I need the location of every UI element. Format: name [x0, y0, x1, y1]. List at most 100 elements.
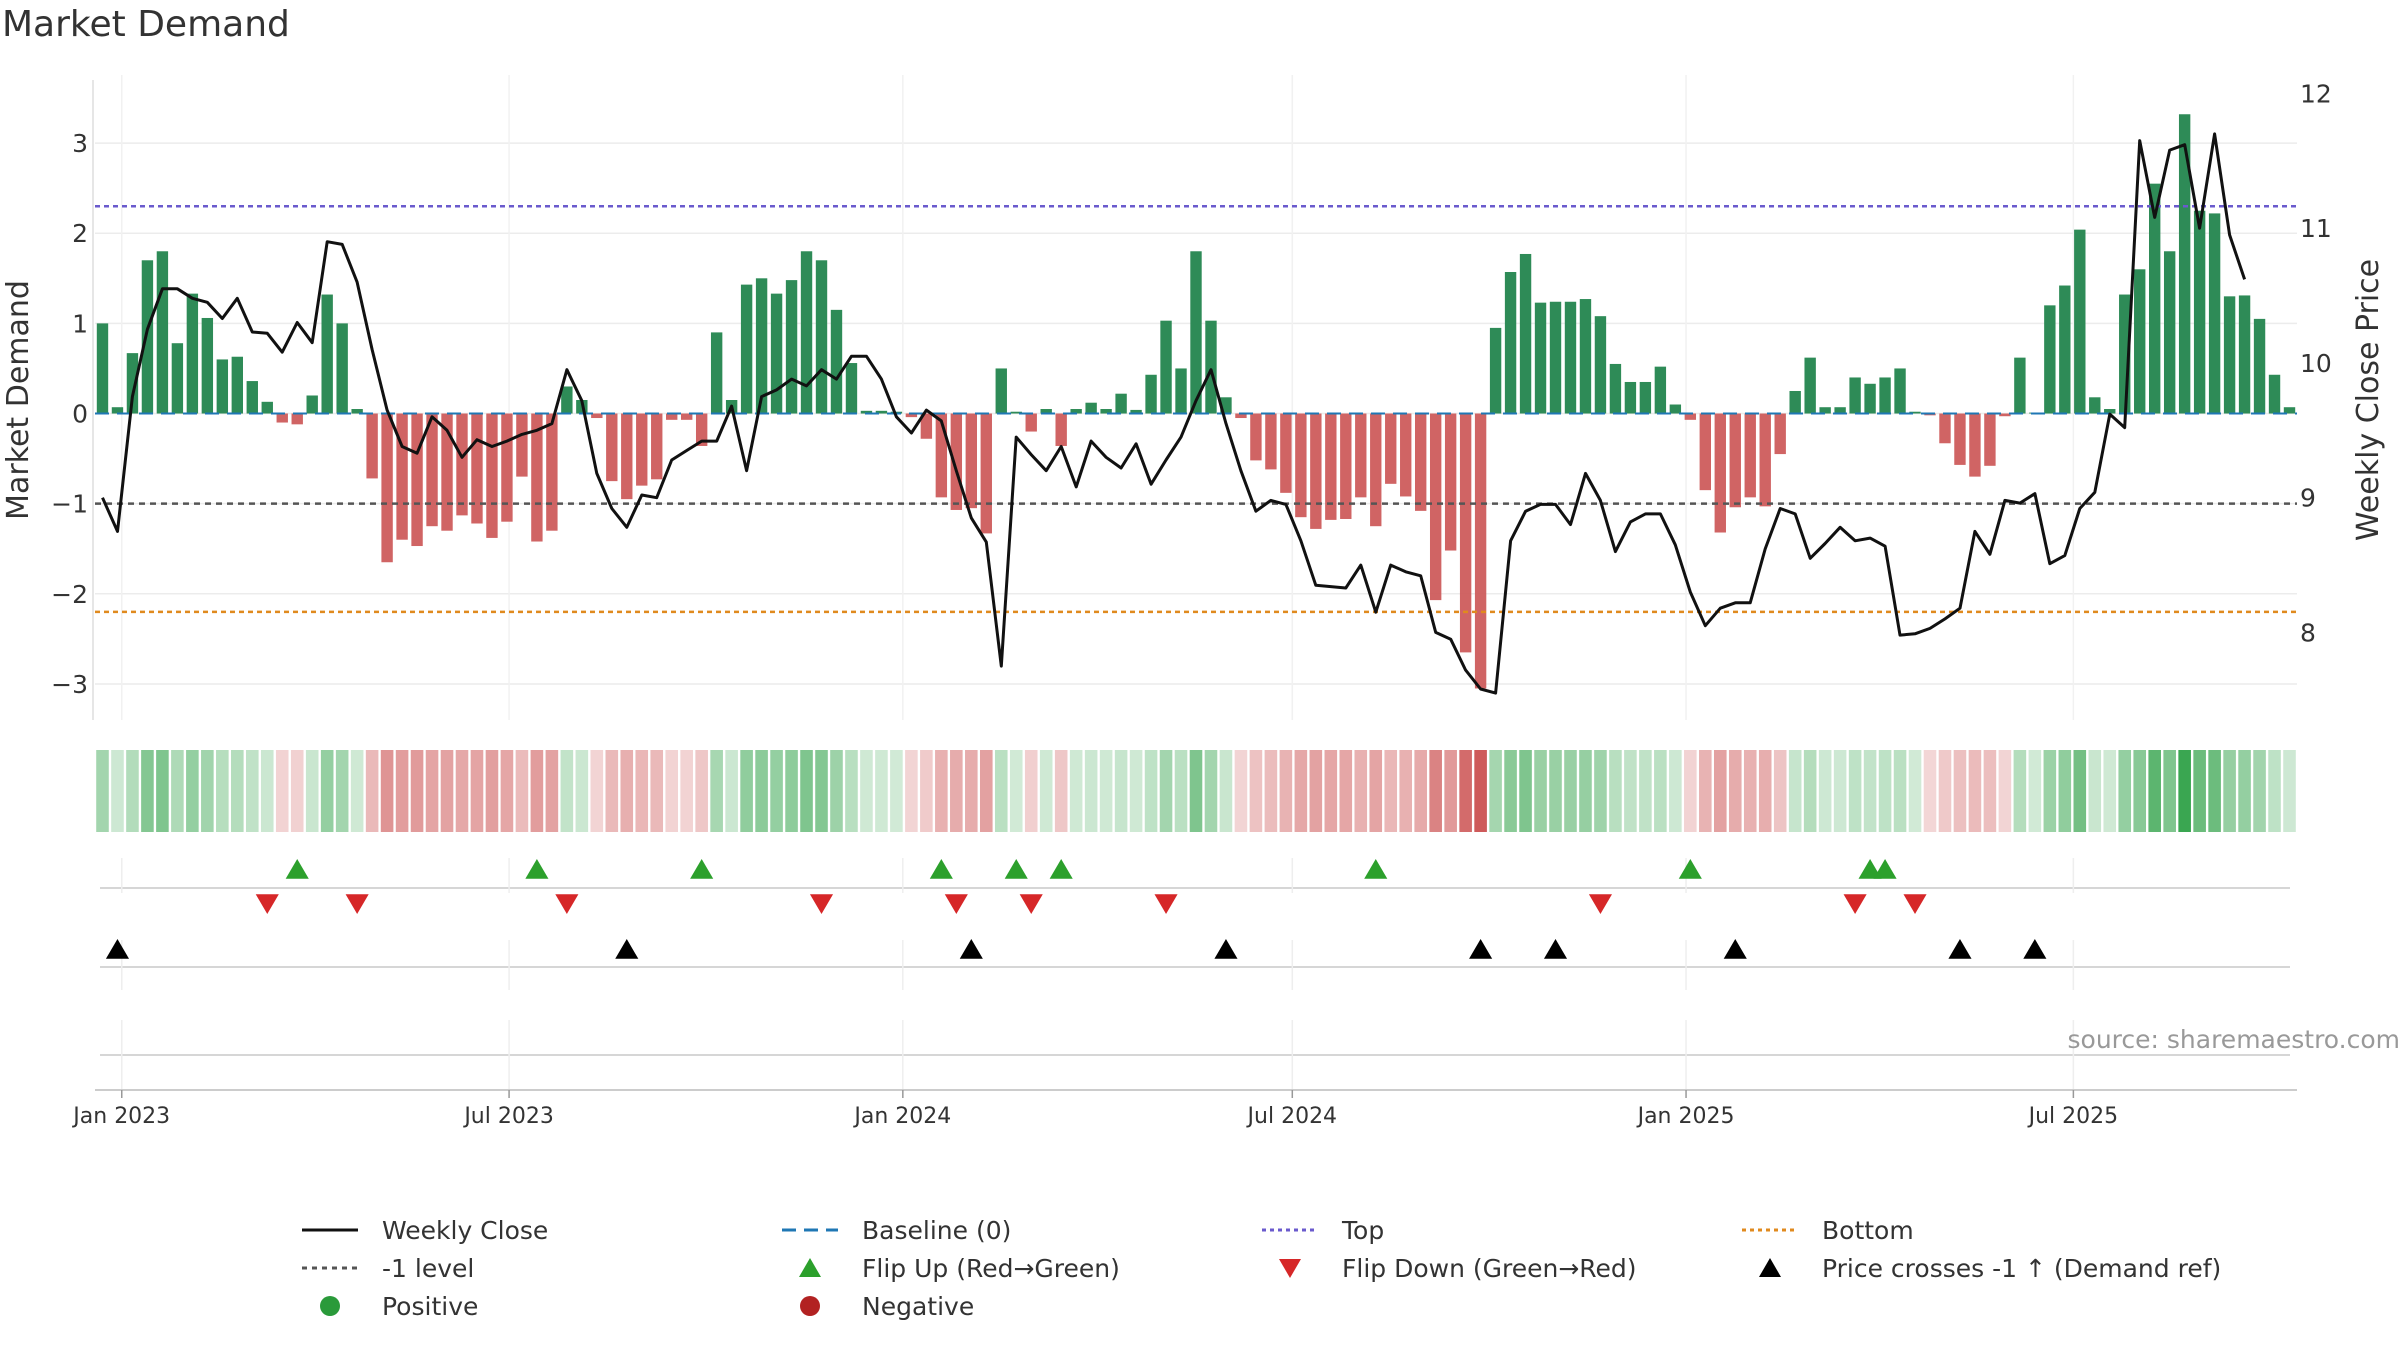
heat-cell	[530, 750, 544, 832]
heat-cell	[1594, 750, 1607, 832]
heat-cell	[320, 750, 334, 832]
demand-bar	[2014, 357, 2026, 414]
demand-bar	[1160, 320, 1172, 414]
heat-cell	[815, 750, 828, 832]
demand-bar	[1939, 413, 1951, 444]
heat-cell	[201, 750, 214, 832]
heat-cell	[2178, 750, 2191, 832]
demand-bar	[441, 413, 453, 531]
heat-cell	[1878, 750, 1892, 832]
x-axis: Jan 2023 Jul 2023 Jan 2024 Jul 2024 Jan 2025…	[71, 1089, 2297, 1129]
flip-down-marker	[255, 894, 279, 914]
demand-bar	[561, 386, 573, 414]
flip-up-marker	[690, 859, 714, 879]
demand-bar	[456, 413, 468, 516]
heat-cell	[830, 750, 843, 832]
demand-bar	[1444, 413, 1457, 551]
demand-bar	[306, 395, 318, 414]
heat-cell	[2028, 750, 2042, 832]
dotted-line-icon	[1742, 1228, 1798, 1232]
demand-bar	[1429, 413, 1442, 601]
heat-cell	[770, 750, 783, 832]
heat-cell	[141, 750, 154, 832]
heat-cell	[1474, 750, 1487, 832]
demand-bar	[1340, 413, 1352, 519]
heat-cell	[605, 750, 619, 832]
heat-cell	[575, 750, 589, 832]
demand-bar	[246, 381, 258, 414]
demand-bar	[695, 413, 708, 446]
demand-bar	[126, 353, 139, 414]
heat-cell	[2163, 750, 2176, 832]
demand-bar	[1684, 413, 1697, 420]
demand-bar	[321, 294, 333, 414]
demand-bar	[1744, 413, 1756, 498]
heat-cell	[1773, 750, 1787, 832]
price-cross-marker	[1214, 939, 1238, 959]
price-cross-marker	[1723, 939, 1747, 959]
flip-up-marker	[1678, 859, 1702, 879]
legend-item-top: Top	[1260, 1215, 1384, 1245]
heat-cell	[1129, 750, 1143, 832]
heat-cell	[365, 750, 379, 832]
heat-cell	[305, 750, 319, 832]
heat-cell	[1923, 750, 1937, 832]
flip-up-marker	[285, 859, 309, 879]
flip-up-marker	[1873, 859, 1897, 879]
heat-cell	[635, 750, 649, 832]
heat-cell	[1908, 750, 1922, 832]
heat-cell	[1938, 750, 1952, 832]
y-tick-label: −2	[51, 580, 88, 609]
heat-cell	[755, 750, 768, 832]
heat-cell	[725, 750, 738, 832]
dotted-line-icon	[1262, 1228, 1318, 1232]
heat-cell	[860, 750, 873, 832]
demand-bar	[1400, 413, 1412, 497]
heat-cell	[1654, 750, 1667, 832]
demand-bar	[1085, 402, 1097, 414]
heat-cell	[260, 750, 274, 832]
demand-bar	[1639, 381, 1652, 414]
heat-cell	[410, 750, 424, 832]
heat-cell	[500, 750, 514, 832]
heat-cell	[1114, 750, 1128, 832]
demand-bar	[1025, 413, 1037, 432]
heat-cell	[515, 750, 529, 832]
heat-cell	[1219, 750, 1233, 832]
demand-bar	[1325, 413, 1337, 520]
heat-cell	[1863, 750, 1877, 832]
demand-bar	[1534, 302, 1547, 414]
demand-bar	[710, 332, 723, 414]
demand-bar	[261, 401, 273, 414]
demand-bar	[501, 413, 513, 522]
heat-cell	[2223, 750, 2236, 832]
heat-cell	[2088, 750, 2102, 832]
heat-cell	[335, 750, 349, 832]
demand-bar	[666, 413, 678, 420]
heat-cell	[1009, 750, 1023, 832]
demand-bar	[621, 413, 633, 500]
heat-cell	[1728, 750, 1742, 832]
heat-cell	[1279, 750, 1293, 832]
heat-cell	[1069, 750, 1083, 832]
demand-bar	[1415, 413, 1427, 511]
demand-bar	[1250, 413, 1262, 461]
heat-cell	[1534, 750, 1547, 832]
heat-cell	[1713, 750, 1727, 832]
demand-bar	[426, 413, 438, 527]
flip-down-marker	[1019, 894, 1043, 914]
demand-bar	[471, 413, 483, 524]
demand-bar	[366, 413, 378, 479]
y2-axis-label: Weekly Close Price	[2351, 259, 2386, 541]
heat-cell	[1189, 750, 1203, 832]
demand-bar	[1370, 413, 1382, 527]
demand-bar	[965, 413, 977, 509]
demand-heat-strip	[96, 750, 2296, 832]
demand-bar	[111, 407, 124, 414]
weekly-close-polyline	[101, 132, 2247, 695]
heat-cell	[620, 750, 634, 832]
heat-cell	[1309, 750, 1323, 832]
heat-cell	[545, 750, 559, 832]
heat-cell	[1549, 750, 1562, 832]
